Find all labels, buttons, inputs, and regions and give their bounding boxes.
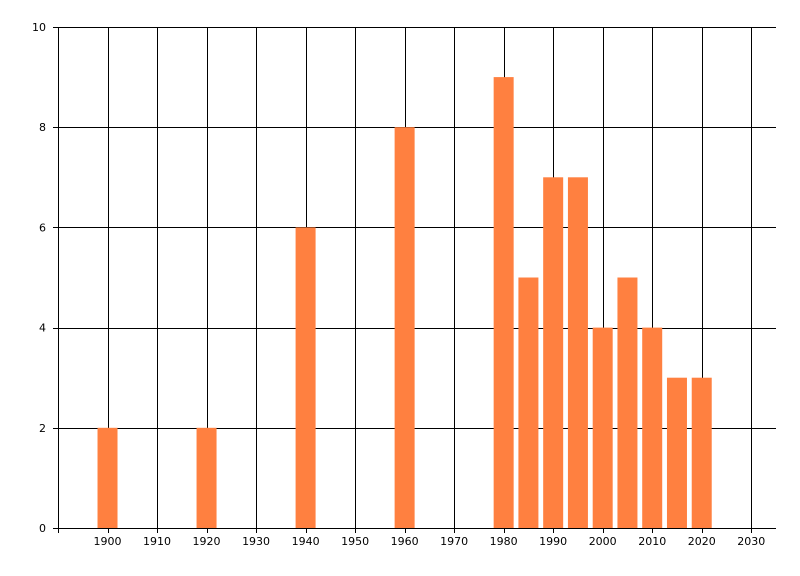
bar-1940 (295, 227, 316, 528)
x-tick-label-1980: 1980 (490, 535, 518, 548)
bar-2015 (666, 377, 687, 528)
bar-1985 (518, 277, 539, 528)
x-tick-label-1940: 1940 (292, 535, 320, 548)
bar-1990 (543, 177, 564, 529)
x-tick-label-1950: 1950 (341, 535, 369, 548)
x-tick-label-1910: 1910 (143, 535, 171, 548)
x-tick-label-2020: 2020 (688, 535, 716, 548)
y-tick-label-4: 4 (39, 322, 46, 335)
y-tick-label-10: 10 (32, 21, 46, 34)
y-tick-label-8: 8 (39, 121, 46, 134)
x-tick-label-2000: 2000 (589, 535, 617, 548)
grid (58, 27, 776, 529)
bar-1920 (196, 427, 217, 528)
x-tick-label-1930: 1930 (242, 535, 270, 548)
tick-labels: 1900 1910 1920 1930 1940 1950 1960 1970 1980 1990… (32, 21, 765, 548)
bar-2000 (592, 327, 613, 528)
bars (97, 77, 712, 529)
x-tick-label-1920: 1920 (193, 535, 221, 548)
bar-1980 (493, 77, 514, 528)
bar-1960 (394, 127, 415, 528)
x-tick-label-1970: 1970 (440, 535, 468, 548)
x-tick-label-1900: 1900 (94, 535, 122, 548)
bar-2005 (617, 277, 638, 528)
bar-2020 (691, 377, 712, 528)
bar-1900 (97, 427, 118, 528)
y-tick-label-2: 2 (39, 422, 46, 435)
axes (53, 27, 776, 533)
x-tick-label-2010: 2010 (638, 535, 666, 548)
bar-2010 (642, 327, 663, 528)
x-tick-label-1990: 1990 (539, 535, 567, 548)
x-tick-label-2030: 2030 (737, 535, 765, 548)
bar-1995 (567, 177, 588, 529)
y-tick-label-0: 0 (39, 522, 46, 535)
x-tick-label-1960: 1960 (391, 535, 419, 548)
y-tick-label-6: 6 (39, 221, 46, 234)
